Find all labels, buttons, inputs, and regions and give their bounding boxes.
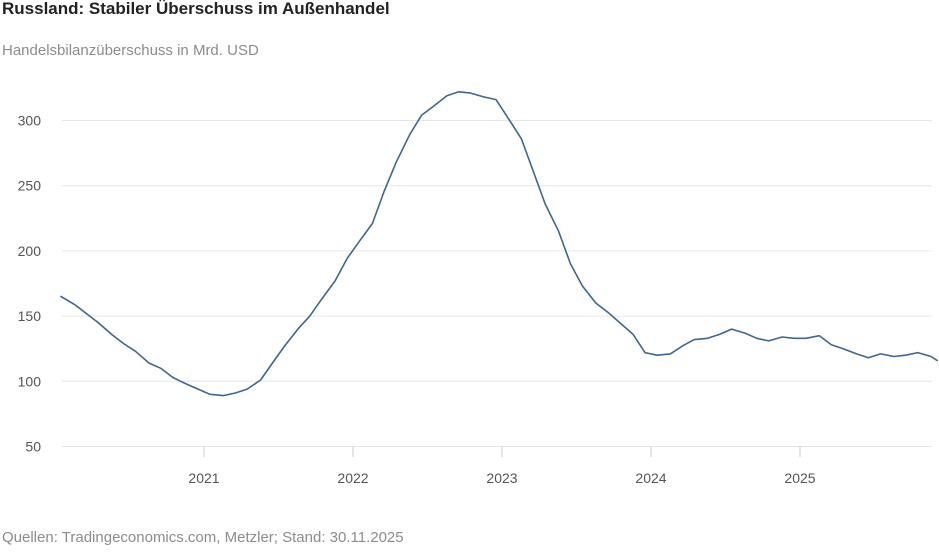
y-tick-label-200: 200 <box>18 243 42 259</box>
y-tick-label-100: 100 <box>18 373 42 389</box>
grid-lines <box>62 120 932 447</box>
chart-subtitle: Handelsbilanzüberschuss in Mrd. USD <box>2 42 259 59</box>
trade-surplus-line <box>60 91 938 397</box>
y-axis-ticks: 50 100 150 200 250 300 <box>18 113 42 455</box>
x-tick-label-2022: 2022 <box>337 470 368 486</box>
x-axis-ticks: 2021 2022 2023 2024 2025 <box>188 446 816 486</box>
source-note: Quellen: Tradingeconomics.com, Metzler; … <box>2 529 404 546</box>
y-tick-label-50: 50 <box>25 439 41 455</box>
x-tick-label-2025: 2025 <box>784 470 815 486</box>
y-tick-label-250: 250 <box>18 178 42 194</box>
x-tick-label-2024: 2024 <box>635 470 666 486</box>
x-tick-label-2021: 2021 <box>188 470 219 486</box>
x-tick-label-2023: 2023 <box>486 470 517 486</box>
y-tick-label-300: 300 <box>18 113 42 129</box>
chart-title: Russland: Stabiler Überschuss im Außenha… <box>2 0 390 18</box>
y-tick-label-150: 150 <box>18 308 42 324</box>
